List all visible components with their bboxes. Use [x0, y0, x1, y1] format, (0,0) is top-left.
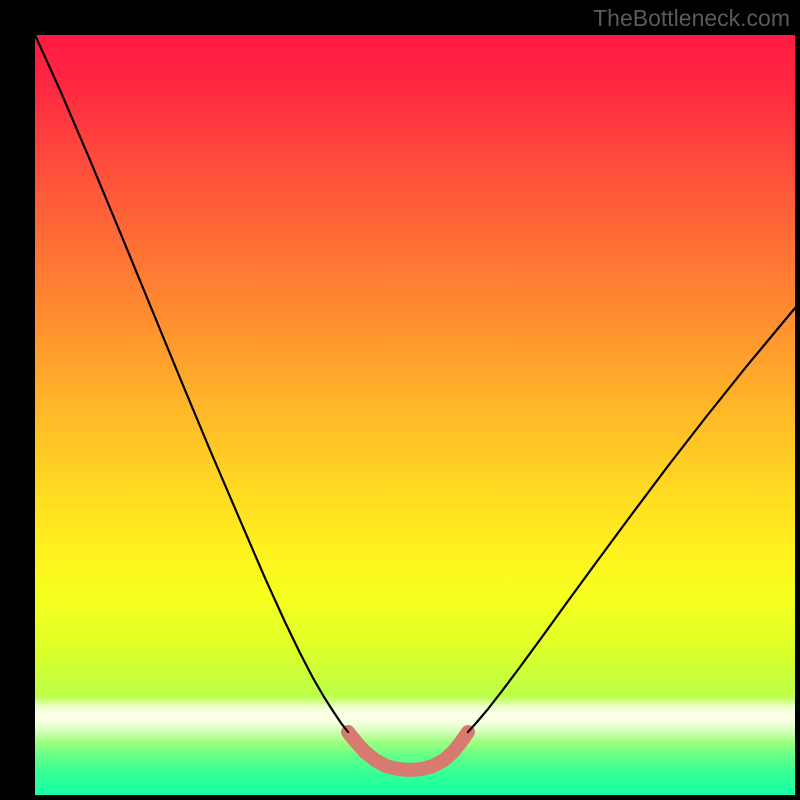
bottleneck-curve — [35, 35, 795, 795]
chart-frame — [35, 35, 795, 795]
watermark-text: TheBottleneck.com — [593, 5, 790, 32]
